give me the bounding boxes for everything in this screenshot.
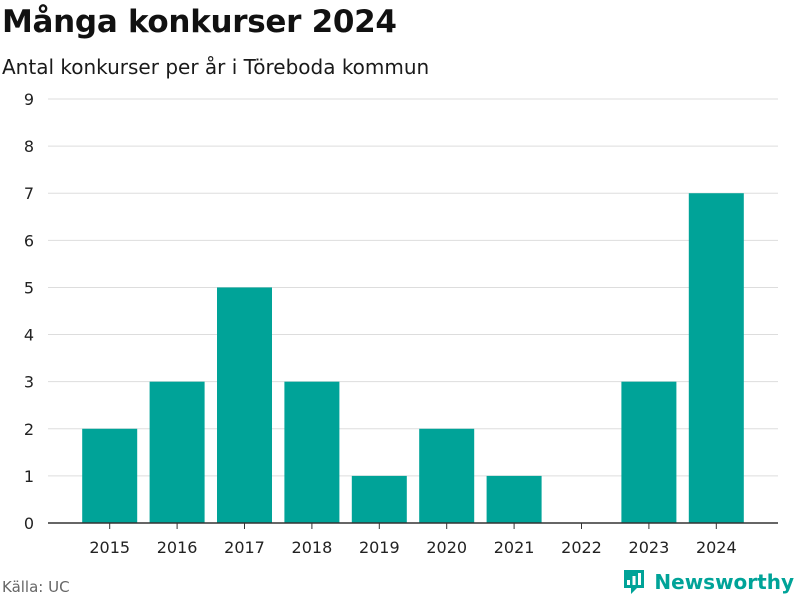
y-tick-label: 5 [24, 278, 34, 297]
brand-logo[interactable]: Newsworthy [622, 568, 794, 596]
bar-2023 [621, 381, 677, 523]
x-tick-label: 2017 [224, 538, 265, 557]
source-note: Källa: UC [2, 578, 70, 596]
y-tick-label: 1 [24, 467, 34, 486]
bar-2017 [217, 287, 272, 523]
y-tick-label: 8 [24, 137, 34, 156]
y-tick-label: 4 [24, 326, 34, 345]
x-tick-label: 2022 [561, 538, 602, 557]
y-tick-label: 7 [24, 184, 34, 203]
bars [82, 193, 744, 523]
y-axis-tick-labels: 0 1 2 3 4 5 6 7 8 9 [24, 90, 34, 533]
bar-2015 [82, 428, 138, 523]
brand-name: Newsworthy [654, 570, 794, 594]
x-tick-label: 2024 [696, 538, 737, 557]
x-tick-label: 2019 [359, 538, 400, 557]
y-tick-label: 2 [24, 420, 34, 439]
y-tick-label: 0 [24, 514, 34, 533]
bar-2021 [486, 475, 542, 523]
bar-2020 [419, 428, 475, 523]
x-tick-label: 2023 [629, 538, 670, 557]
x-tick-label: 2018 [292, 538, 333, 557]
chart-subtitle: Antal konkurser per år i Töreboda kommun [2, 55, 430, 79]
newsworthy-logo-icon [624, 570, 645, 594]
bar-2018 [284, 381, 340, 523]
chart-title: Många konkurser 2024 [2, 4, 397, 40]
x-tick-label: 2016 [157, 538, 198, 557]
x-axis-tick-labels: 2015 2016 2017 2018 2019 2020 2021 2022 2023 2024 [89, 523, 737, 557]
y-tick-label: 3 [24, 373, 34, 392]
bar-2024 [688, 193, 744, 523]
y-tick-label: 6 [24, 231, 34, 250]
y-tick-label: 9 [24, 90, 34, 109]
x-tick-label: 2020 [426, 538, 467, 557]
x-tick-label: 2015 [89, 538, 130, 557]
bar-2016 [149, 381, 205, 523]
x-tick-label: 2021 [494, 538, 535, 557]
bar-2019 [351, 475, 407, 523]
